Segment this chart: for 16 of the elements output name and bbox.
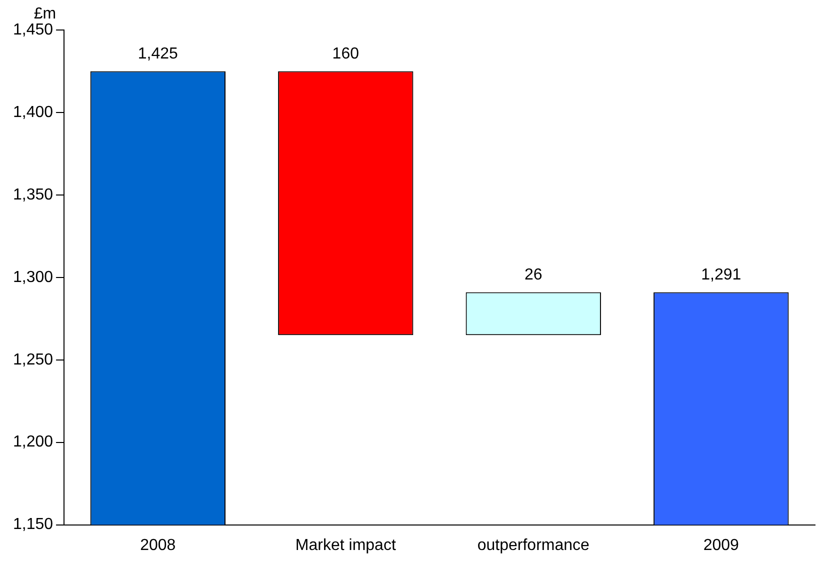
y-tick-label: 1,400 [12, 104, 54, 121]
y-tick-label: 1,150 [12, 516, 54, 534]
x-tick-label: outperformance [477, 536, 590, 554]
y-tick-label: 1,450 [12, 21, 54, 38]
x-tick-label: Market impact [295, 536, 396, 554]
data-label: 160 [332, 46, 360, 63]
y-tick-label: 1,200 [12, 434, 54, 451]
data-label: 1,425 [138, 46, 178, 63]
x-tick-label: 2008 [140, 536, 176, 554]
data-label: 26 [524, 266, 542, 284]
y-tick-label: 1,300 [12, 268, 54, 286]
y-axis-title: £m [34, 5, 56, 22]
y-tick-label: 1,250 [12, 351, 54, 368]
x-tick-label: 2009 [703, 536, 740, 554]
y-tick-label: 1,350 [12, 186, 54, 204]
data-label: 1,291 [701, 266, 742, 284]
